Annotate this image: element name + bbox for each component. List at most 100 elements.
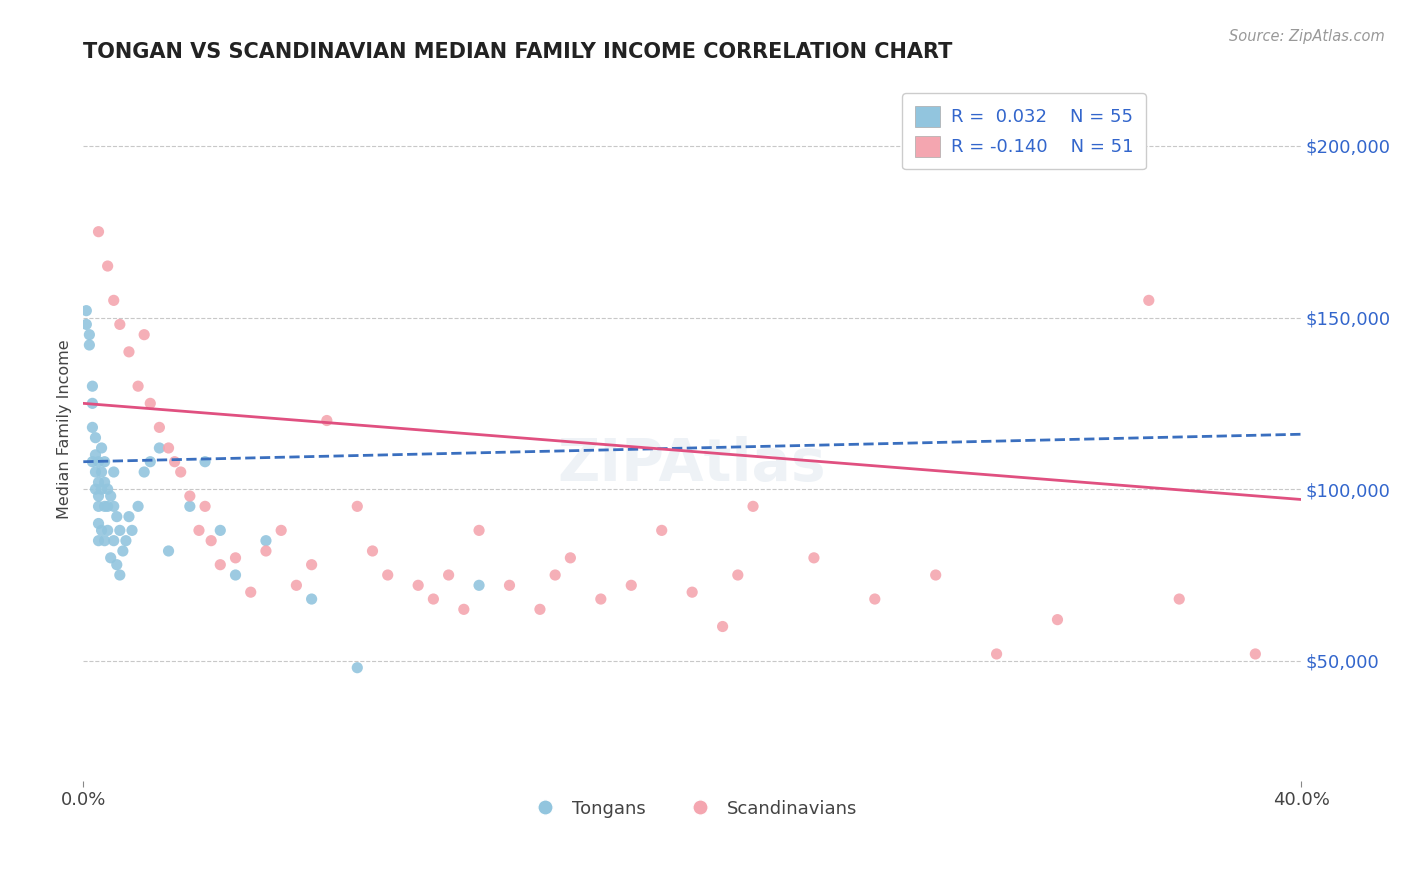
Point <box>1244 647 1267 661</box>
Point <box>84 482 107 496</box>
Point <box>148 420 170 434</box>
Point <box>108 318 131 332</box>
Point <box>103 533 125 548</box>
Point <box>87 455 110 469</box>
Point <box>105 509 128 524</box>
Point <box>589 592 612 607</box>
Point <box>100 489 122 503</box>
Point <box>79 338 101 352</box>
Text: Source: ZipAtlas.com: Source: ZipAtlas.com <box>1229 29 1385 44</box>
Point <box>1046 613 1069 627</box>
Point <box>406 578 429 592</box>
Point <box>225 568 247 582</box>
Point <box>529 602 551 616</box>
Point <box>115 533 138 548</box>
Point <box>93 500 115 514</box>
Point <box>209 558 232 572</box>
Point <box>108 568 131 582</box>
Point <box>170 465 193 479</box>
Point <box>157 441 180 455</box>
Point <box>134 465 156 479</box>
Point <box>82 455 104 469</box>
Point <box>103 500 125 514</box>
Point <box>254 544 277 558</box>
Point <box>209 524 232 538</box>
Point <box>134 327 156 342</box>
Point <box>651 524 673 538</box>
Point <box>544 568 567 582</box>
Point <box>925 568 948 582</box>
Point <box>105 558 128 572</box>
Point <box>82 396 104 410</box>
Point <box>103 293 125 308</box>
Point <box>87 489 110 503</box>
Point <box>560 550 582 565</box>
Point <box>84 465 107 479</box>
Point <box>121 524 143 538</box>
Y-axis label: Median Family Income: Median Family Income <box>58 339 72 519</box>
Point <box>87 500 110 514</box>
Point <box>1137 293 1160 308</box>
Point <box>346 661 368 675</box>
Point <box>90 524 112 538</box>
Point <box>194 455 217 469</box>
Point <box>103 465 125 479</box>
Text: ZIPAtlas: ZIPAtlas <box>558 436 827 492</box>
Point <box>727 568 749 582</box>
Point <box>239 585 262 599</box>
Point <box>87 475 110 490</box>
Point <box>254 533 277 548</box>
Point <box>93 475 115 490</box>
Point <box>468 524 491 538</box>
Point <box>127 500 149 514</box>
Point <box>498 578 520 592</box>
Point <box>97 482 120 496</box>
Point <box>97 500 120 514</box>
Point <box>863 592 886 607</box>
Point <box>87 533 110 548</box>
Point <box>194 500 217 514</box>
Point <box>163 455 186 469</box>
Point <box>986 647 1008 661</box>
Point <box>82 379 104 393</box>
Point <box>90 465 112 479</box>
Point <box>225 550 247 565</box>
Point <box>93 455 115 469</box>
Point <box>346 500 368 514</box>
Text: TONGAN VS SCANDINAVIAN MEDIAN FAMILY INCOME CORRELATION CHART: TONGAN VS SCANDINAVIAN MEDIAN FAMILY INC… <box>83 42 953 62</box>
Point <box>620 578 643 592</box>
Point <box>97 259 120 273</box>
Point <box>179 489 201 503</box>
Legend: Tongans, Scandinavians: Tongans, Scandinavians <box>520 792 865 825</box>
Point <box>361 544 384 558</box>
Point <box>100 550 122 565</box>
Point <box>90 482 112 496</box>
Point <box>87 225 110 239</box>
Point <box>139 396 162 410</box>
Point <box>301 558 323 572</box>
Point <box>468 578 491 592</box>
Point <box>742 500 765 514</box>
Point <box>1168 592 1191 607</box>
Point <box>111 544 134 558</box>
Point <box>108 524 131 538</box>
Point <box>315 413 337 427</box>
Point <box>84 431 107 445</box>
Point <box>79 327 101 342</box>
Point <box>453 602 475 616</box>
Point <box>118 509 141 524</box>
Point <box>82 420 104 434</box>
Point <box>93 533 115 548</box>
Point <box>422 592 444 607</box>
Point <box>118 344 141 359</box>
Point <box>188 524 211 538</box>
Point <box>87 516 110 531</box>
Point <box>148 441 170 455</box>
Point <box>90 441 112 455</box>
Point <box>270 524 292 538</box>
Point <box>285 578 308 592</box>
Point <box>803 550 825 565</box>
Point <box>681 585 703 599</box>
Point <box>127 379 149 393</box>
Point <box>711 619 734 633</box>
